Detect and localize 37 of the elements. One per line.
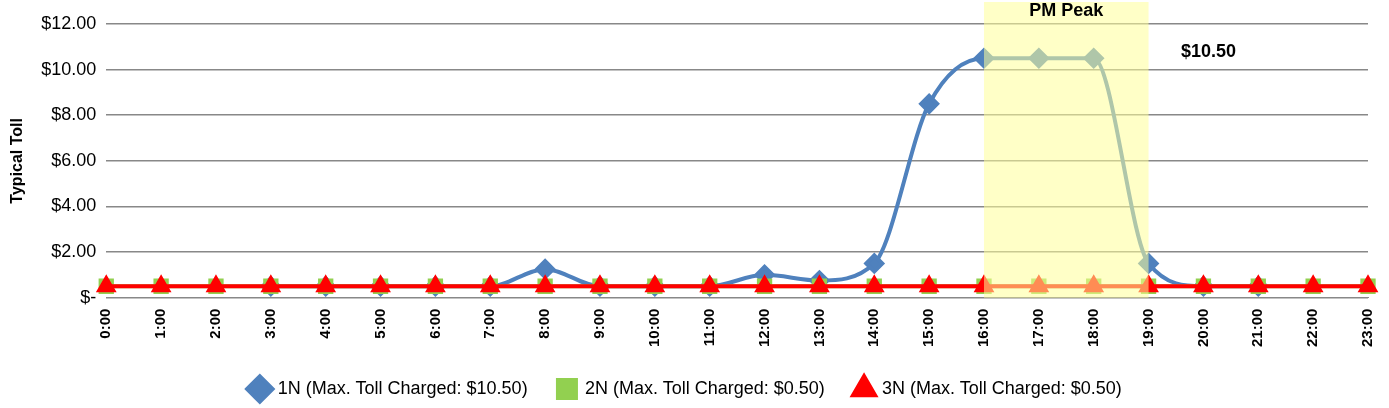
y-tick-label: $4.00 <box>51 195 97 216</box>
x-tick-label: 4:00 <box>315 308 333 339</box>
x-tick-label: 16:00 <box>974 308 992 348</box>
x-tick-label: 9:00 <box>590 308 608 339</box>
annotation: $10.50 <box>1181 40 1237 61</box>
x-tick-label: 2:00 <box>206 308 224 339</box>
x-tick-label: 1:00 <box>151 308 169 339</box>
x-tick-label: 17:00 <box>1028 308 1046 348</box>
x-tick-label: 0:00 <box>96 308 114 339</box>
x-tick-label: 21:00 <box>1248 308 1266 348</box>
x-tick-label: 18:00 <box>1083 308 1101 348</box>
x-tick-label: 20:00 <box>1193 308 1211 348</box>
x-tick-label: 19:00 <box>1138 308 1156 348</box>
legend-label: 1N (Max. Toll Charged: $10.50) <box>277 377 528 398</box>
y-tick-label: $2.00 <box>51 241 97 261</box>
y-tick-label: $8.00 <box>51 104 97 125</box>
x-tick-label: 15:00 <box>919 308 937 348</box>
y-tick-label: $6.00 <box>51 149 97 170</box>
y-tick-label: $- <box>80 286 97 307</box>
y-axis-title: Typical Toll <box>8 118 26 204</box>
x-tick-label: 23:00 <box>1358 308 1376 348</box>
x-tick-label: 7:00 <box>480 308 498 339</box>
x-tick-label: 12:00 <box>754 308 772 348</box>
x-tick-label: 5:00 <box>370 308 388 339</box>
x-tick-label: 11:00 <box>699 308 717 347</box>
legend-label: 3N (Max. Toll Charged: $0.50) <box>882 377 1122 398</box>
x-tick-label: 6:00 <box>425 308 443 339</box>
y-tick-label: $12.00 <box>41 12 97 33</box>
x-tick-label: 10:00 <box>644 308 662 348</box>
x-tick-label: 13:00 <box>809 308 827 348</box>
x-tick-label: 22:00 <box>1303 308 1321 348</box>
y-tick-label: $10.00 <box>41 58 97 79</box>
band-label: PM Peak <box>1029 0 1105 20</box>
legend-label: 2N (Max. Toll Charged: $0.50) <box>584 377 825 398</box>
x-tick-label: 14:00 <box>864 308 882 348</box>
x-tick-label: 8:00 <box>535 308 553 339</box>
x-tick-label: 3:00 <box>260 308 278 339</box>
